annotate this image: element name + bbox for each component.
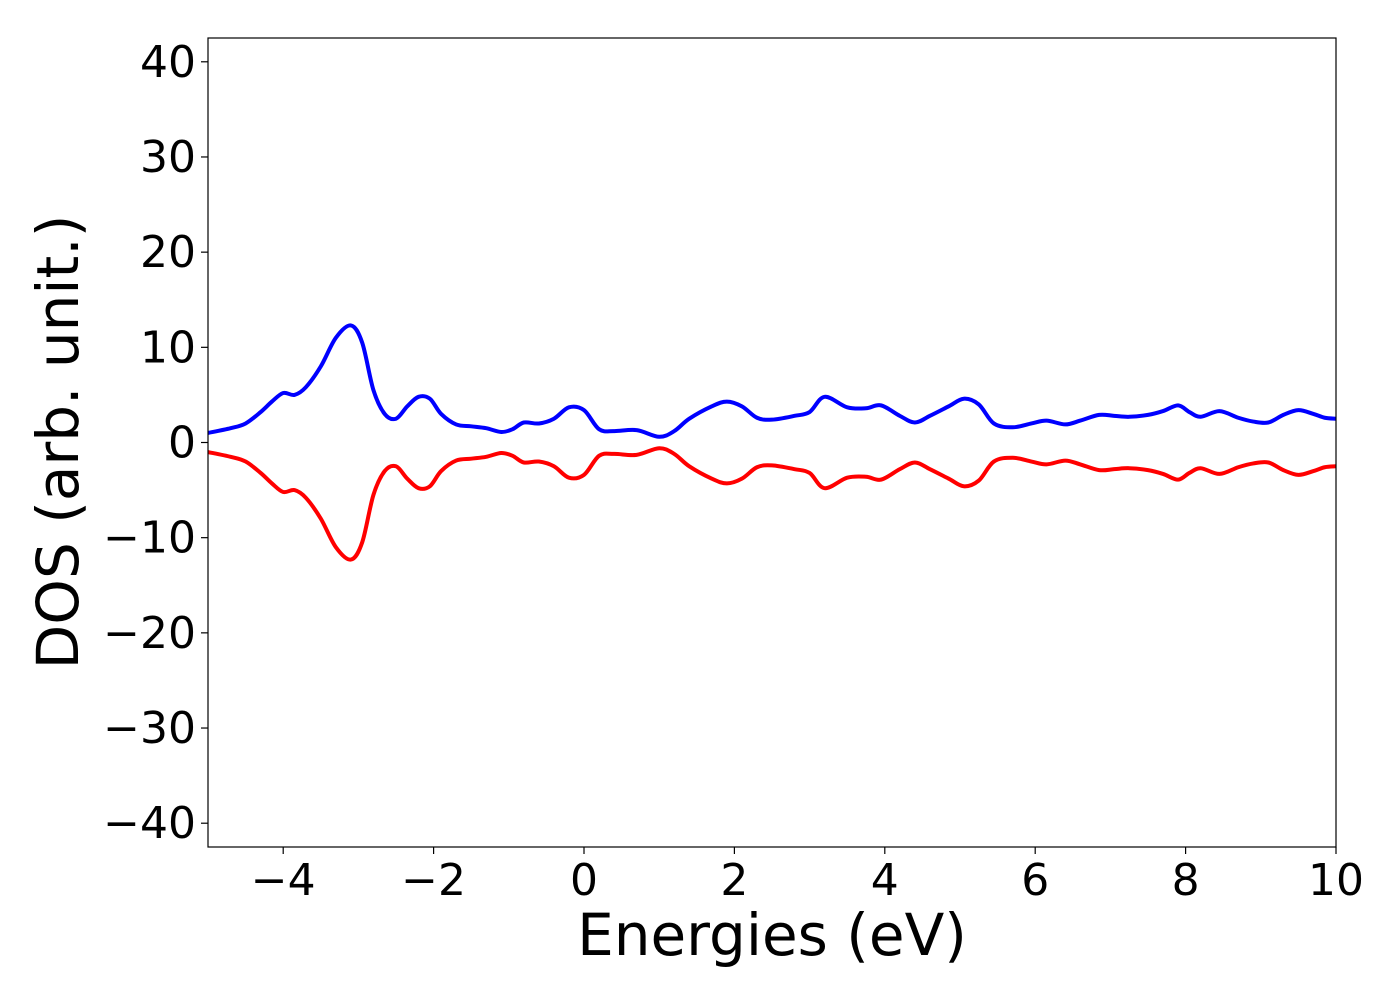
x-tick-label: 6	[1021, 855, 1049, 906]
y-tick-label: −10	[103, 513, 196, 564]
series-line-red	[208, 446, 1336, 562]
x-tick-label: −2	[401, 855, 466, 906]
y-tick-label: −40	[103, 798, 196, 849]
series-layer	[208, 323, 1336, 562]
series-line-blue	[208, 323, 1336, 439]
y-tick-label: 40	[140, 37, 196, 88]
y-axis-title: DOS (arb. unit.)	[24, 215, 92, 670]
y-tick-label: 20	[140, 227, 196, 278]
x-tick-label: −4	[251, 855, 316, 906]
x-tick-label: 0	[570, 855, 598, 906]
y-tick-label: −20	[103, 608, 196, 659]
x-axis-title: Energies (eV)	[577, 901, 967, 969]
y-tick-label: 0	[168, 418, 196, 469]
y-tick-label: 30	[140, 132, 196, 183]
x-tick-label: 4	[871, 855, 899, 906]
y-tick-label: 10	[140, 322, 196, 373]
x-tick-label: 10	[1308, 855, 1364, 906]
x-tick-label: 2	[720, 855, 748, 906]
y-tick-label: −30	[103, 703, 196, 754]
x-tick-label: 8	[1172, 855, 1200, 906]
